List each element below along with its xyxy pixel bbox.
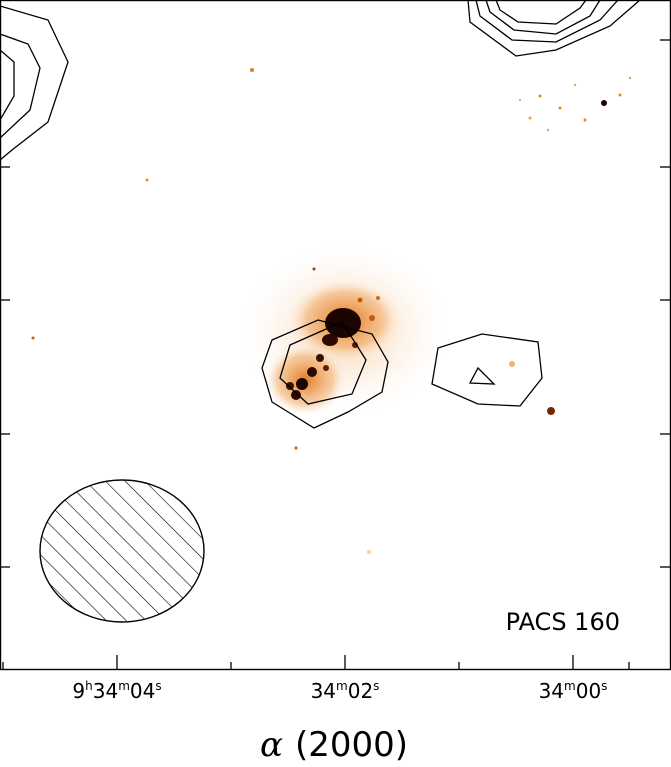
contour-topright-1 — [467, 0, 641, 57]
contour-topright-2 — [475, 0, 619, 43]
contour-topleft-1 — [0, 5, 69, 161]
contour-lines — [0, 0, 641, 429]
contour-topleft-2 — [0, 33, 41, 139]
field-sources — [31, 68, 632, 554]
image-area: PACS 160 — [0, 0, 641, 636]
band-label: PACS 160 — [506, 608, 620, 636]
axis-ticks — [0, 39, 671, 670]
x-axis-title: α (2000) — [260, 725, 408, 765]
x-tick-label-00: 34m00s — [539, 679, 608, 703]
contour-right-small — [468, 366, 496, 385]
contour-topright-4 — [495, 0, 587, 25]
x-tick-label-02: 34m02s — [311, 679, 380, 703]
contour-topright-3 — [485, 0, 601, 35]
contour-inner-galaxy — [279, 321, 367, 405]
contour-outer-galaxy — [261, 319, 389, 429]
galaxy-emission — [235, 240, 455, 420]
contour-topleft-3 — [0, 49, 15, 121]
beam-ellipse — [39, 479, 205, 623]
contour-right-source — [431, 333, 543, 407]
x-tick-label-04: 9h34m04s — [72, 679, 161, 703]
